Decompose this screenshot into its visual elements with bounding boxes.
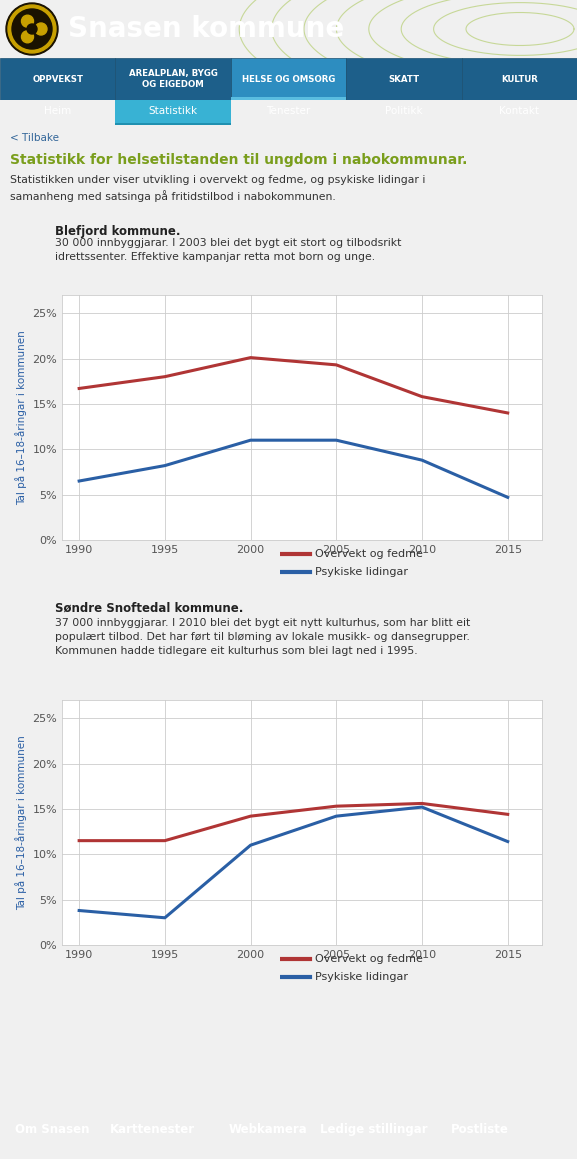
Text: Overvekt og fedme: Overvekt og fedme <box>315 549 423 559</box>
Y-axis label: Tal på 16–18-åringar i kommunen: Tal på 16–18-åringar i kommunen <box>15 735 27 910</box>
Circle shape <box>12 9 52 49</box>
Text: KULTUR: KULTUR <box>501 74 538 83</box>
Text: < Tilbake: < Tilbake <box>10 133 59 143</box>
Text: Snasen kommune: Snasen kommune <box>68 15 344 43</box>
Bar <box>115 58 231 100</box>
Bar <box>231 58 346 100</box>
Y-axis label: Tal på 16–18-åringar i kommunen: Tal på 16–18-åringar i kommunen <box>15 330 27 505</box>
Circle shape <box>27 24 37 34</box>
Text: Blefjord kommune.: Blefjord kommune. <box>55 226 181 239</box>
Text: Ledige stillingar: Ledige stillingar <box>320 1123 428 1136</box>
Text: Statistikk for helsetilstanden til ungdom i nabokommunar.: Statistikk for helsetilstanden til ungdo… <box>10 153 467 167</box>
Text: Statistikken under viser utvikling i overvekt og fedme, og psykiske lidingar i
s: Statistikken under viser utvikling i ove… <box>10 175 425 202</box>
Text: Heim: Heim <box>44 107 72 117</box>
Text: 37 000 innbyggjarar. I 2010 blei det bygt eit nytt kulturhus, som har blitt eit
: 37 000 innbyggjarar. I 2010 blei det byg… <box>55 618 470 656</box>
Text: SKATT: SKATT <box>388 74 419 83</box>
Text: AREALPLAN, BYGG
OG EIGEDOM: AREALPLAN, BYGG OG EIGEDOM <box>129 70 218 89</box>
Text: Politikk: Politikk <box>385 107 423 117</box>
Text: Karttenester: Karttenester <box>110 1123 194 1136</box>
Text: OPPVEKST: OPPVEKST <box>32 74 83 83</box>
Text: Psykiske lidingar: Psykiske lidingar <box>315 972 408 982</box>
Text: HELSE OG OMSORG: HELSE OG OMSORG <box>242 74 335 83</box>
Text: Tenester: Tenester <box>267 107 310 117</box>
Circle shape <box>21 31 33 43</box>
Text: Statistikk: Statistikk <box>148 107 198 117</box>
Circle shape <box>21 15 33 27</box>
Text: Søndre Snoftedal kommune.: Søndre Snoftedal kommune. <box>55 602 243 614</box>
Circle shape <box>8 5 56 53</box>
Bar <box>462 58 577 100</box>
Text: Overvekt og fedme: Overvekt og fedme <box>315 954 423 964</box>
Bar <box>115 100 231 125</box>
Text: Postliste: Postliste <box>451 1123 509 1136</box>
Circle shape <box>35 23 47 35</box>
Bar <box>115 123 231 125</box>
Bar <box>231 97 346 100</box>
Text: Psykiske lidingar: Psykiske lidingar <box>315 567 408 577</box>
Circle shape <box>6 3 58 54</box>
Text: Webkamera: Webkamera <box>228 1123 308 1136</box>
Text: Om Snasen: Om Snasen <box>15 1123 89 1136</box>
Text: 30 000 innbyggjarar. I 2003 blei det bygt eit stort og tilbodsrikt
idrettssenter: 30 000 innbyggjarar. I 2003 blei det byg… <box>55 238 402 262</box>
Bar <box>0 58 115 100</box>
Text: Kontakt: Kontakt <box>499 107 539 117</box>
Bar <box>346 58 462 100</box>
